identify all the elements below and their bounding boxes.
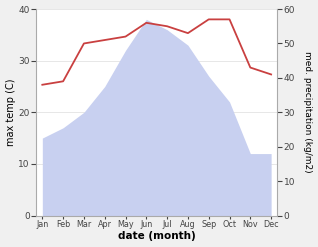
Y-axis label: med. precipitation (kg/m2): med. precipitation (kg/m2) bbox=[303, 51, 313, 173]
Y-axis label: max temp (C): max temp (C) bbox=[5, 79, 16, 146]
X-axis label: date (month): date (month) bbox=[118, 231, 196, 242]
